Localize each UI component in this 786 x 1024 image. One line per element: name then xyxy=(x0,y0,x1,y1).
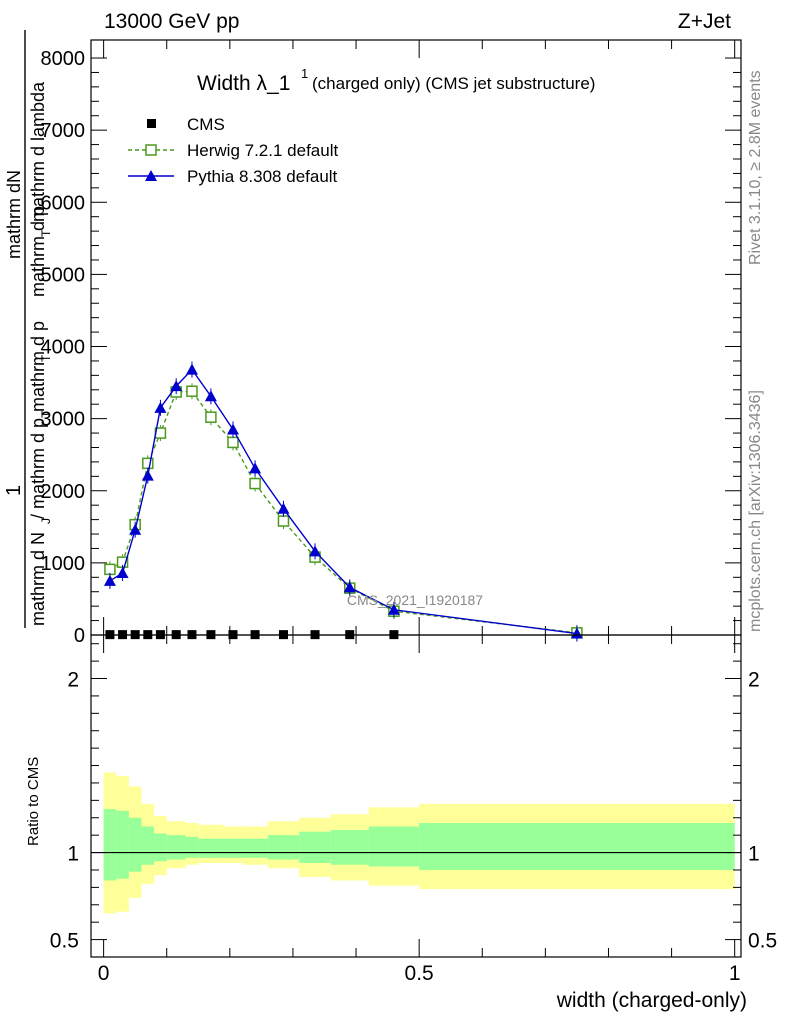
pythia-data-point xyxy=(116,566,129,578)
y-tick-label: 3000 xyxy=(41,409,86,431)
header-right-label: Z+Jet xyxy=(678,10,731,33)
y-tick-label: 6000 xyxy=(41,192,86,214)
ylabel-left-middle: / mathrm d p xyxy=(28,418,48,519)
ratio-y-tick-label: 1 xyxy=(67,843,79,866)
series-line-1 xyxy=(109,390,578,634)
herwig-data-point xyxy=(277,515,290,527)
legend-label-pythia: Pythia 8.308 default xyxy=(187,167,338,186)
ratio-inner-band xyxy=(330,829,369,865)
analysis-watermark: CMS_2021_I1920187 xyxy=(347,592,483,608)
ylabel-left-bottom: mathrm d N xyxy=(28,532,48,626)
chart-title-main: Width λ_1 xyxy=(197,72,290,95)
pythia-data-point xyxy=(343,581,356,593)
chart-title: Width λ_1 xyxy=(197,72,290,95)
y-tick-label: 2000 xyxy=(41,481,86,503)
ratio-inner-band xyxy=(103,809,117,881)
ratio-y-tick-label: 0.5 xyxy=(50,930,79,953)
ylabel-right-bottom: mathrm d p xyxy=(28,321,48,412)
ylabel-left-middle-sub: T xyxy=(39,410,53,418)
ylabel-left-bottom-sub: J xyxy=(39,518,53,524)
rivet-version-label: Rivet 3.1.10, ≥ 2.8M events xyxy=(747,70,764,265)
y-tick-label: 4000 xyxy=(41,337,86,359)
herwig-data-point xyxy=(205,411,217,423)
pythia-data-point xyxy=(185,363,198,375)
ratio-plot-frame xyxy=(90,634,742,958)
main-y-axis: 0 1000 2000 3000 4000 5000 6000 7000 8000 xyxy=(41,48,741,647)
ratio-inner-band xyxy=(185,836,199,858)
ratio-y-tick-label-right: 2 xyxy=(748,669,760,692)
legend: CMS Herwig 7.2.1 default Pythia 8.308 de… xyxy=(128,115,338,186)
ratio-y-tick-label-right: 1 xyxy=(748,843,760,866)
pythia-data-point xyxy=(141,469,154,481)
ratio-inner-band xyxy=(242,838,268,858)
chart-title-sub: (charged only) (CMS jet substructure) xyxy=(312,74,595,93)
pythia-data-point xyxy=(170,380,183,392)
ratio-panel: 0.5 0.51 12 2 0 0.5 1 Ratio to CMS width (cha… xyxy=(25,634,777,1012)
chart-title-superscript: 1 xyxy=(301,66,308,81)
ratio-bands xyxy=(103,772,735,914)
pythia-data-point xyxy=(154,401,167,413)
ratio-inner-band xyxy=(198,838,224,858)
header-left-label: 13000 GeV pp xyxy=(104,10,239,33)
y-tick-label: 8000 xyxy=(41,48,86,70)
herwig-data-point xyxy=(186,385,198,397)
pythia-data-point xyxy=(387,603,400,615)
ratio-inner-band xyxy=(419,822,735,870)
legend-marker-pythia xyxy=(145,170,157,181)
legend-label-herwig: Herwig 7.2.1 default xyxy=(187,141,338,160)
legend-marker-herwig xyxy=(145,144,157,156)
pythia-data-point xyxy=(204,390,217,402)
ratio-inner-band xyxy=(223,838,243,858)
main-panel: 0 1000 2000 3000 4000 5000 6000 7000 8000 Width … xyxy=(3,30,742,647)
herwig-data-point xyxy=(227,436,239,449)
herwig-data-point xyxy=(249,477,261,490)
series-line-2 xyxy=(109,368,578,635)
pythia-data-point xyxy=(570,627,583,639)
legend-marker-cms xyxy=(147,119,156,128)
ylabel-right-top: mathrm d p xyxy=(28,206,48,297)
ratio-inner-band xyxy=(166,835,186,860)
ratio-y-tick-label: 2 xyxy=(67,669,79,692)
ratio-y-tick-label-right: 0.5 xyxy=(748,930,777,953)
ylabel-right-top-tail: mathrm d lambda xyxy=(28,81,48,222)
pythia-data-point xyxy=(277,502,290,514)
mcplots-label: mcplots.cern.ch [arXiv:1306.3436] xyxy=(747,390,764,632)
ratio-inner-band xyxy=(368,826,420,867)
x-axis-label: width (charged-only) xyxy=(556,989,747,1012)
main-y-axis-label: mathrm dN 1 mathrm d N J / mathrm d p T … xyxy=(3,81,53,626)
x-tick-label: 0.5 xyxy=(405,962,434,985)
ratio-inner-band xyxy=(116,810,129,879)
x-tick-label: 0 xyxy=(98,962,110,985)
y-tick-label: 7000 xyxy=(41,120,86,142)
ratio-inner-band xyxy=(154,833,167,862)
ylabel-left-top: mathrm dN xyxy=(4,170,24,259)
main-series-group xyxy=(103,361,583,642)
ylabel-num-one: 1 xyxy=(3,485,25,496)
herwig-data-point xyxy=(104,563,116,576)
pythia-data-point xyxy=(249,462,262,474)
ratio-y-axis-label: Ratio to CMS xyxy=(25,757,42,846)
x-tick-label: 1 xyxy=(729,962,741,985)
ratio-inner-band xyxy=(267,835,300,860)
ylabel-right-top-sub: T xyxy=(39,229,53,237)
y-tick-label: 0 xyxy=(74,625,85,647)
ratio-y-axis: 0.5 0.5 1 1 2 2 xyxy=(50,643,777,953)
pythia-data-point xyxy=(129,523,142,535)
ratio-inner-band xyxy=(141,826,155,865)
pythia-data-point xyxy=(309,545,322,557)
main-x-axis-ticks xyxy=(103,40,736,635)
y-tick-label: 5000 xyxy=(41,264,86,286)
ratio-inner-band xyxy=(299,831,331,864)
ylabel-right-bottom-sub: T xyxy=(39,354,53,362)
ratio-inner-band xyxy=(128,817,142,872)
y-tick-label: 1000 xyxy=(41,553,86,575)
pythia-data-point xyxy=(103,574,116,586)
pythia-data-point xyxy=(226,423,239,435)
legend-label-cms: CMS xyxy=(187,115,225,134)
ratio-x-axis: 0 0.5 1 xyxy=(98,635,741,985)
